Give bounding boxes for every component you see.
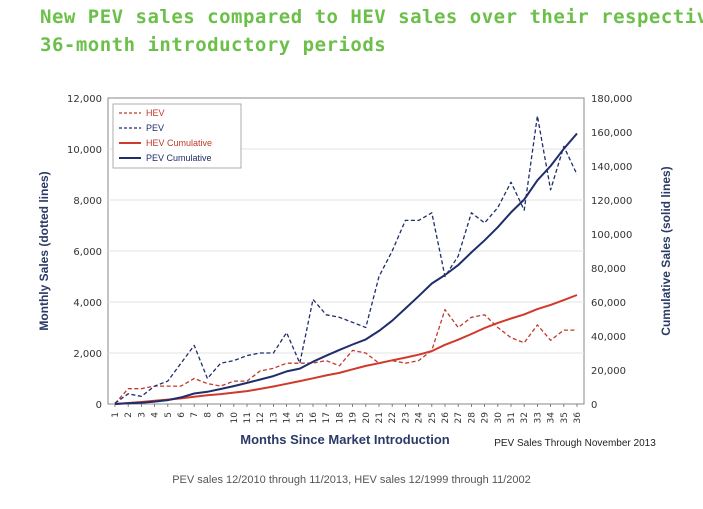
x-tick-label: 17 xyxy=(322,412,332,423)
legend: HEV PEV HEV Cumulative PEV Cumulative xyxy=(112,103,242,169)
left-axis-ticks: 0 2,000 4,000 6,000 8,000 10,000 12,000 xyxy=(67,94,102,411)
x-tick-label: 25 xyxy=(428,412,438,423)
y-left-tick-label: 2,000 xyxy=(73,349,102,360)
x-tick-label: 28 xyxy=(467,412,477,424)
y-right-tick-label: 20,000 xyxy=(591,366,626,377)
x-tick-label: 11 xyxy=(243,412,253,423)
y-left-tick-label: 4,000 xyxy=(73,298,102,309)
x-tick-label: 30 xyxy=(494,412,504,424)
x-tick-label: 7 xyxy=(190,412,200,418)
x-tick-label: 13 xyxy=(269,412,279,423)
x-tick-label: 6 xyxy=(177,412,187,418)
x-tick-label: 24 xyxy=(415,412,425,424)
chart-title-line1: New PEV sales compared to HEV sales over… xyxy=(40,6,703,28)
legend-label-pev: PEV xyxy=(146,123,164,133)
y-left-tick-label: 0 xyxy=(96,400,102,411)
x-tick-label: 8 xyxy=(203,412,213,418)
x-tick-label: 29 xyxy=(481,412,491,424)
y-axis-left-label: Monthly Sales (dotted lines) xyxy=(37,171,51,330)
x-tick-label: 12 xyxy=(256,412,266,423)
x-tick-label: 32 xyxy=(520,412,530,423)
y-left-tick-label: 10,000 xyxy=(67,145,102,156)
x-tick-label: 19 xyxy=(349,412,359,424)
series-line-hev xyxy=(114,308,577,404)
x-tick-label: 10 xyxy=(230,412,240,424)
y-right-tick-label: 180,000 xyxy=(591,94,632,105)
x-tick-label: 33 xyxy=(533,412,543,423)
x-axis-ticks: 1 2 3 4 5 6 7 8 9 10 11 12 13 14 15 16 17 18 19 20 21 22 23 24 2… xyxy=(111,404,583,423)
y-axis-right-label: Cumulative Sales (solid lines) xyxy=(659,166,673,335)
x-axis-label: Months Since Market Introduction xyxy=(240,432,450,447)
series-line-pev-cumulative xyxy=(114,132,578,405)
x-tick-label: 23 xyxy=(401,412,411,423)
x-tick-label: 5 xyxy=(164,412,174,418)
y-right-tick-label: 160,000 xyxy=(591,128,632,139)
x-tick-label: 1 xyxy=(111,412,121,418)
x-tick-label: 2 xyxy=(124,412,134,418)
x-tick-label: 15 xyxy=(296,412,306,423)
y-right-tick-label: 40,000 xyxy=(591,332,626,343)
data-note: PEV Sales Through November 2013 xyxy=(494,438,656,449)
y-left-tick-label: 6,000 xyxy=(73,247,102,258)
y-right-tick-label: 80,000 xyxy=(591,264,626,275)
y-right-tick-label: 140,000 xyxy=(591,162,632,173)
x-tick-label: 22 xyxy=(388,412,398,423)
x-tick-label: 26 xyxy=(441,412,451,424)
x-tick-label: 20 xyxy=(362,412,372,424)
series-line-pev xyxy=(114,115,578,404)
chart-title-line2: 36-month introductory periods xyxy=(40,34,387,56)
legend-label-hev-cumulative: HEV Cumulative xyxy=(146,138,212,148)
sales-chart: 0 2,000 4,000 6,000 8,000 10,000 12,000 0 20,00… xyxy=(37,94,673,449)
x-tick-label: 4 xyxy=(151,412,161,418)
x-tick-label: 31 xyxy=(507,412,517,423)
legend-label-hev: HEV xyxy=(146,108,165,118)
y-left-tick-label: 12,000 xyxy=(67,94,102,105)
series-lines xyxy=(114,115,578,405)
x-tick-label: 18 xyxy=(335,412,345,424)
x-tick-label: 35 xyxy=(560,412,570,423)
x-tick-label: 21 xyxy=(375,412,385,423)
x-tick-label: 9 xyxy=(217,412,227,418)
x-tick-label: 36 xyxy=(573,412,583,424)
x-tick-label: 16 xyxy=(309,412,319,424)
y-right-tick-label: 100,000 xyxy=(591,230,632,241)
y-right-tick-label: 60,000 xyxy=(591,298,626,309)
y-left-tick-label: 8,000 xyxy=(73,196,102,207)
legend-label-pev-cumulative: PEV Cumulative xyxy=(146,153,212,163)
series-line-hev-cumulative xyxy=(114,294,578,405)
y-right-tick-label: 120,000 xyxy=(591,196,632,207)
x-tick-label: 14 xyxy=(283,412,293,424)
x-tick-label: 27 xyxy=(454,412,464,423)
x-tick-label: 3 xyxy=(137,412,147,418)
footnote-caption: PEV sales 12/2010 through 11/2013, HEV s… xyxy=(172,474,531,486)
y-right-tick-label: 0 xyxy=(591,400,597,411)
x-tick-label: 34 xyxy=(547,412,557,424)
right-axis-ticks: 0 20,000 40,000 60,000 80,000 100,000 120,000 1… xyxy=(591,94,632,411)
